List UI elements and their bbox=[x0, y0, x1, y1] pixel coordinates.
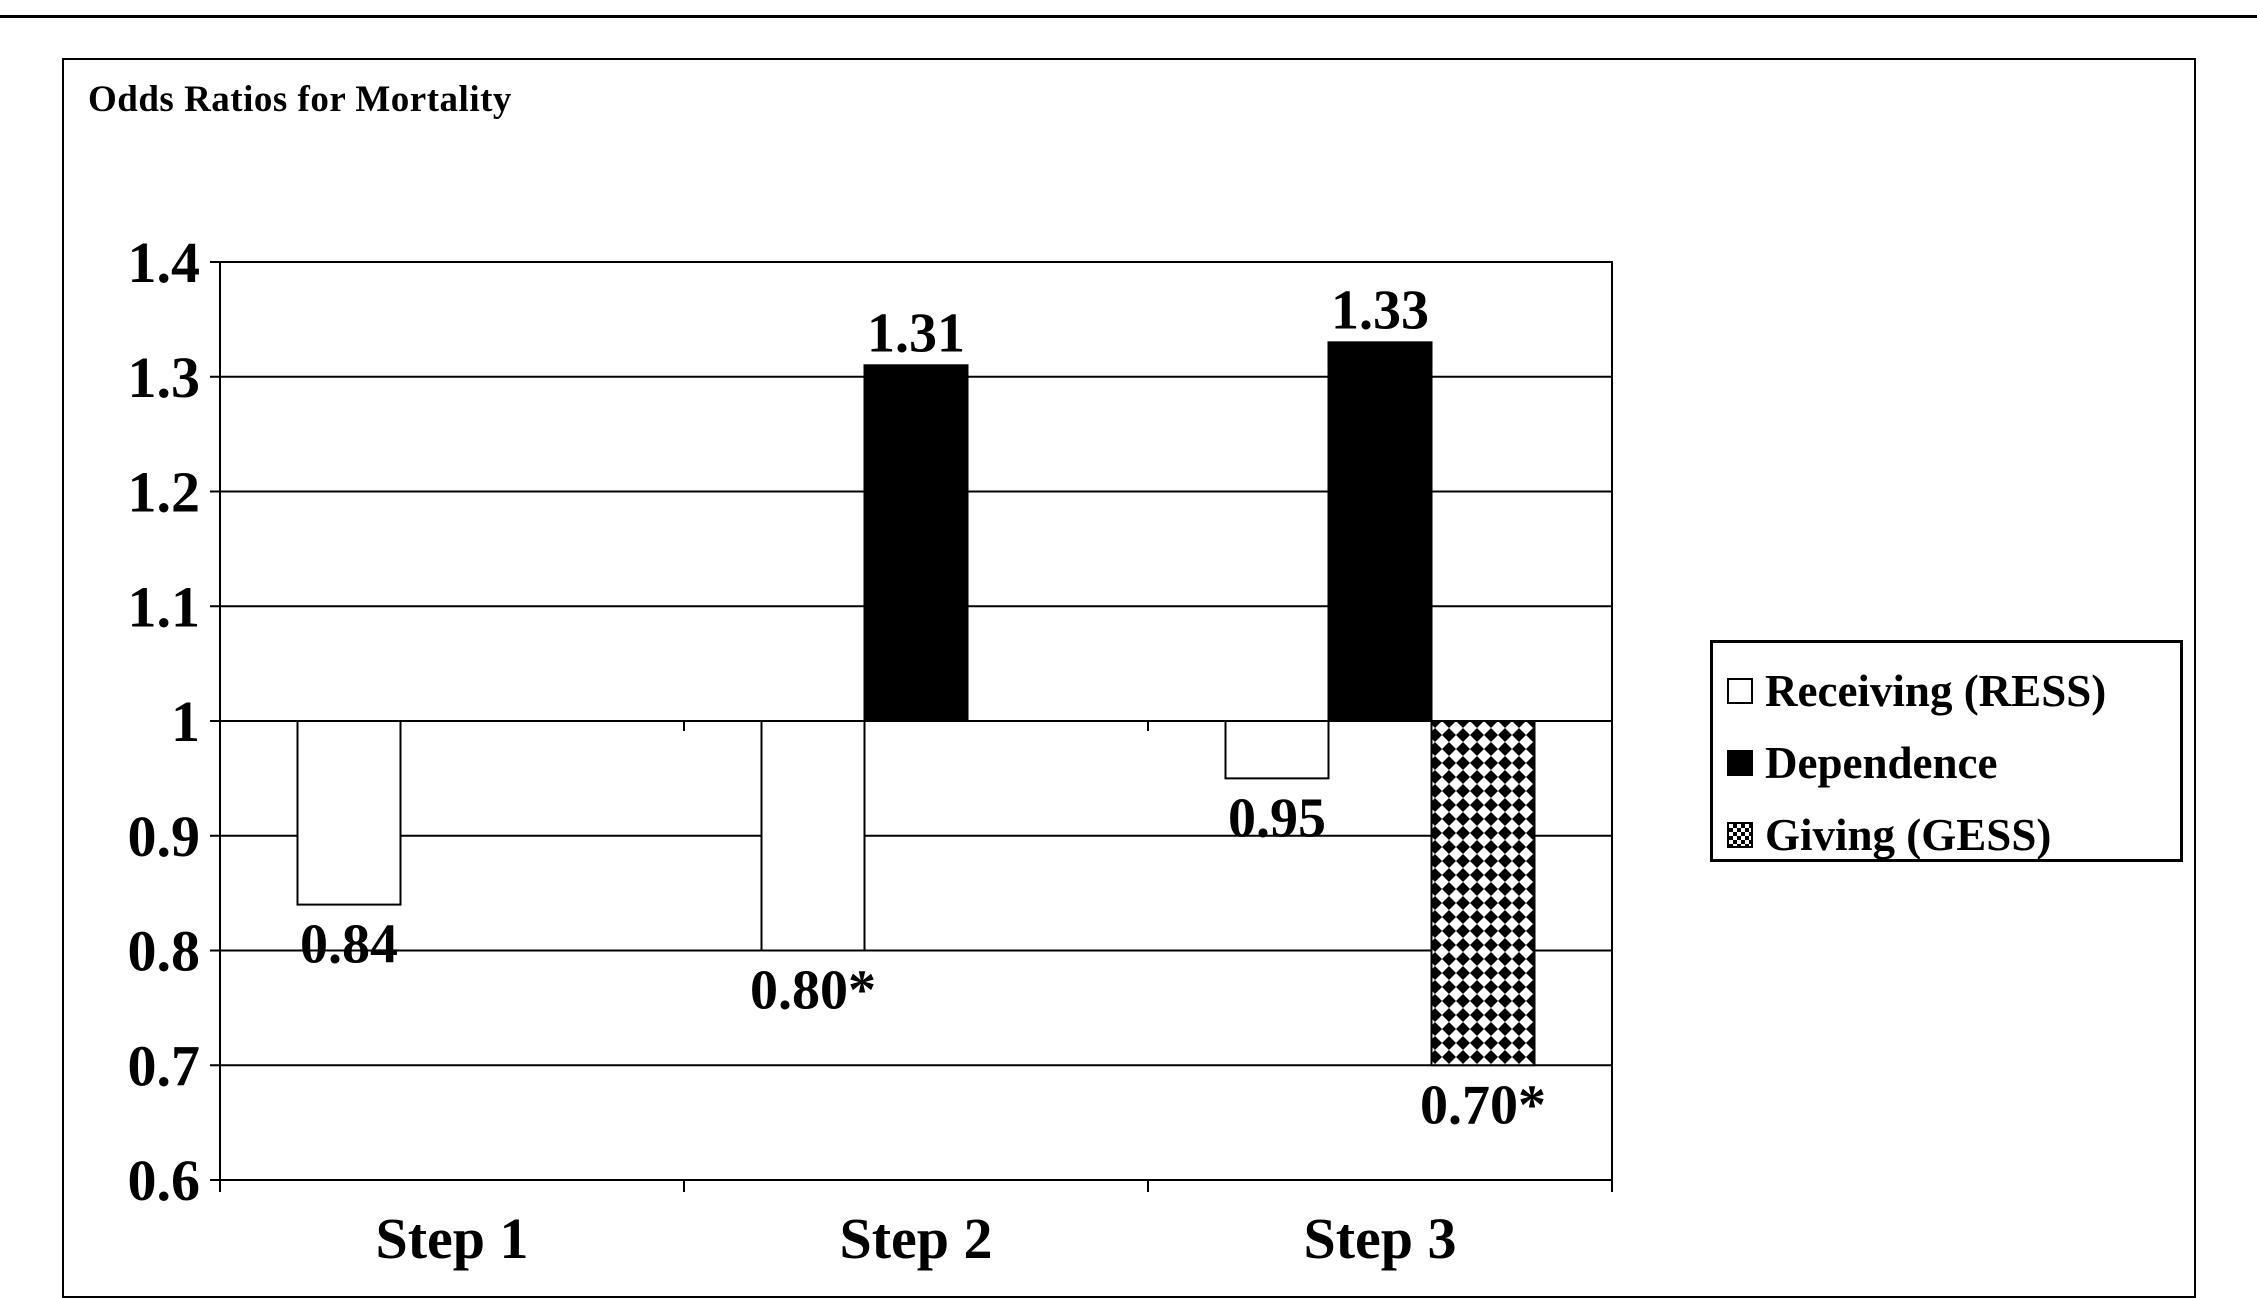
x-category-label: Step 3 bbox=[1303, 1206, 1456, 1271]
bar bbox=[1430, 720, 1536, 1067]
top-rule bbox=[0, 15, 2257, 18]
legend-swatch-receiving bbox=[1727, 678, 1753, 704]
legend: Receiving (RESS) Dependence Giving (GESS… bbox=[1710, 640, 2183, 862]
bar bbox=[760, 720, 866, 952]
data-label: 1.33 bbox=[1331, 279, 1429, 341]
legend-label-receiving: Receiving (RESS) bbox=[1765, 666, 2107, 716]
data-label: 0.95 bbox=[1228, 787, 1326, 849]
legend-label-dependence: Dependence bbox=[1765, 738, 1998, 788]
y-tick-label: 0.9 bbox=[128, 804, 201, 869]
y-tick-label: 1 bbox=[171, 689, 200, 754]
data-label: 0.84 bbox=[300, 914, 398, 976]
y-tick-label: 1.4 bbox=[128, 230, 201, 295]
y-tick-label: 0.6 bbox=[128, 1148, 201, 1213]
x-category-label: Step 2 bbox=[839, 1206, 992, 1271]
legend-swatch-giving bbox=[1727, 822, 1753, 848]
y-tick-label: 1.1 bbox=[128, 574, 201, 639]
data-label: 0.70* bbox=[1420, 1074, 1546, 1136]
bar bbox=[1327, 341, 1433, 722]
y-tick-label: 0.7 bbox=[128, 1033, 201, 1098]
x-category-label: Step 1 bbox=[375, 1206, 528, 1271]
legend-swatch-dependence bbox=[1727, 750, 1753, 776]
bar bbox=[296, 720, 402, 906]
data-label: 0.80* bbox=[750, 960, 876, 1022]
legend-item-giving: Giving (GESS) bbox=[1727, 799, 2180, 871]
y-tick-label: 1.3 bbox=[128, 345, 201, 410]
y-tick-label: 1.2 bbox=[128, 460, 201, 525]
chart-title: Odds Ratios for Mortality bbox=[88, 79, 512, 120]
legend-item-receiving: Receiving (RESS) bbox=[1727, 655, 2180, 727]
bar bbox=[1224, 720, 1330, 780]
y-tick-label: 0.8 bbox=[128, 919, 201, 984]
legend-item-dependence: Dependence bbox=[1727, 727, 2180, 799]
data-label: 1.31 bbox=[867, 302, 965, 364]
legend-label-giving: Giving (GESS) bbox=[1765, 810, 2052, 860]
bar bbox=[863, 364, 969, 722]
